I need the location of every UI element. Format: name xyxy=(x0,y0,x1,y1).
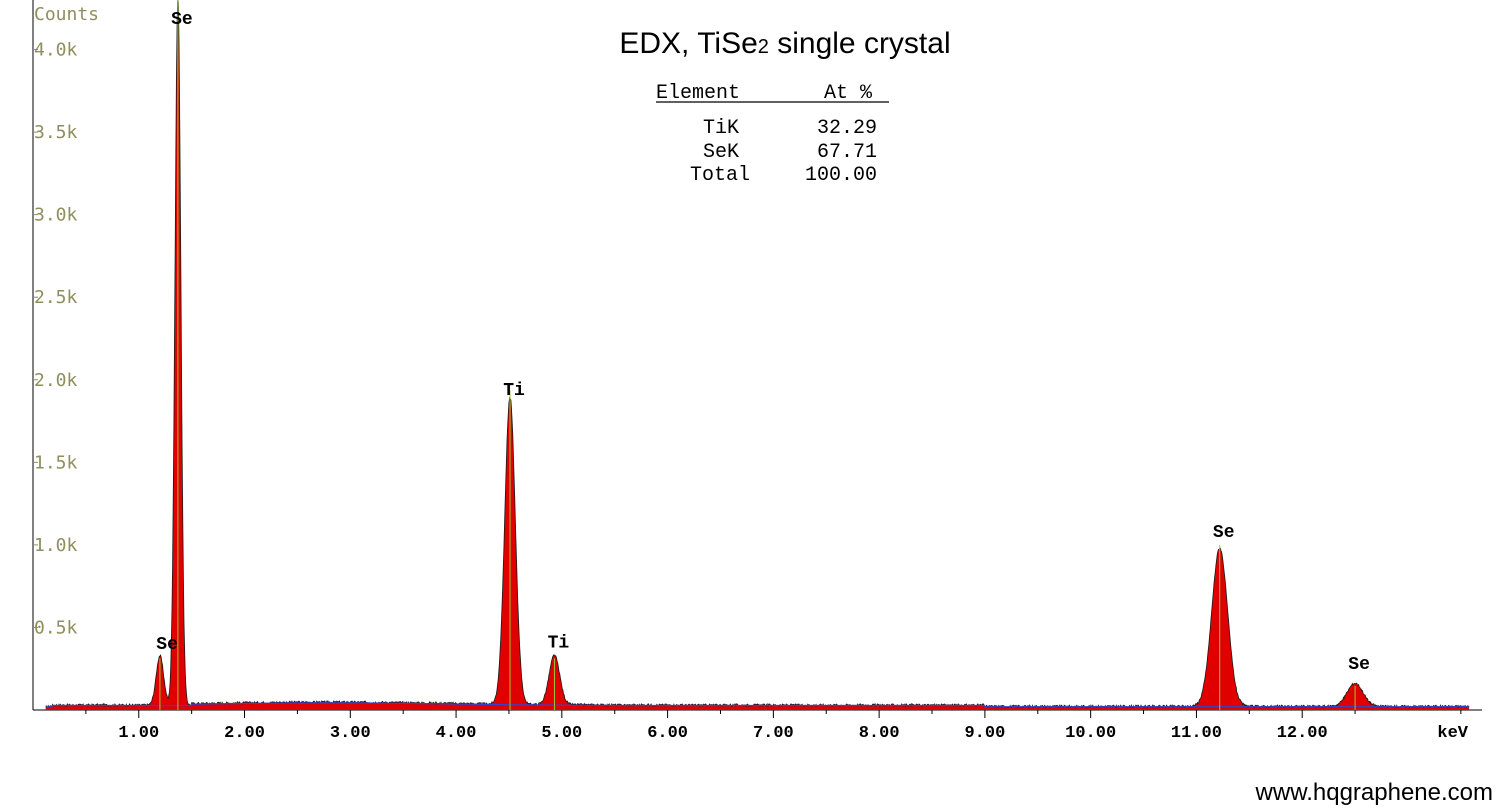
peak-label: Se xyxy=(171,10,193,30)
x-axis-unit: keV xyxy=(1437,724,1468,743)
y-tick-label: 2.5k xyxy=(34,287,78,308)
y-tick-label: 1.5k xyxy=(34,452,78,473)
spectrum-outline xyxy=(45,0,1470,709)
y-tick-label: 4.0k xyxy=(34,40,78,61)
x-tick-label: 1.00 xyxy=(118,724,159,743)
y-tick-label: 1.0k xyxy=(34,535,78,556)
chart-title-prefix: EDX, TiSe xyxy=(619,27,757,60)
table-header-at-percent: At % xyxy=(824,82,873,105)
table-header-element: Element xyxy=(656,82,740,105)
x-tick-label: 7.00 xyxy=(753,724,794,743)
table-row-value: 32.29 xyxy=(817,117,877,140)
peak-markers xyxy=(159,0,1356,710)
y-tick-label: 2.0k xyxy=(34,370,78,391)
x-tick-label: 12.00 xyxy=(1277,724,1328,743)
table-row-element: TiK xyxy=(703,117,739,140)
table-row-element: Total xyxy=(690,164,750,187)
peak-label: Se xyxy=(1348,655,1370,675)
spectrum-series xyxy=(45,0,1470,710)
x-tick-label: 10.00 xyxy=(1065,724,1116,743)
spectrum-fill xyxy=(45,0,1470,710)
y-tick-label: 3.0k xyxy=(34,205,78,226)
x-tick-label: 8.00 xyxy=(859,724,900,743)
x-tick-label: 6.00 xyxy=(647,724,688,743)
y-tick-label: 3.5k xyxy=(34,122,78,143)
peak-label: Se xyxy=(156,635,178,655)
y-tick-label: 0.5k xyxy=(34,617,78,638)
x-tick-label: 9.00 xyxy=(964,724,1005,743)
peak-label: Se xyxy=(1213,523,1235,543)
x-tick-label: 5.00 xyxy=(541,724,582,743)
x-tick-label: 2.00 xyxy=(224,724,265,743)
x-tick-label: 11.00 xyxy=(1171,724,1222,743)
x-tick-labels: 1.00 2.00 3.00 4.00 5.00 6.00 7.00 8.00 9.00 10.0… xyxy=(85,710,1462,743)
peak-label: Ti xyxy=(548,634,570,654)
table-row-value: 100.00 xyxy=(805,164,877,187)
website-watermark: www.hqgraphene.com xyxy=(1255,779,1493,806)
x-tick-label: 3.00 xyxy=(330,724,371,743)
background-fit-line xyxy=(45,702,1470,708)
chart-title: EDX, TiSe2 single crystal xyxy=(619,27,950,60)
peak-label: Ti xyxy=(503,381,525,401)
x-tick-label: 4.00 xyxy=(436,724,477,743)
y-axis-label: Counts xyxy=(34,4,99,25)
table-row-element: SeK xyxy=(703,141,739,164)
chart-title-suffix: single crystal xyxy=(769,27,951,60)
table-row-value: 67.71 xyxy=(817,141,877,164)
chart-title-subscript: 2 xyxy=(758,36,769,58)
y-tick-labels: 0.5k 1.0k 1.5k 2.0k 2.5k 3.0k 3.5k 4.0k xyxy=(33,40,78,638)
results-table: Element At % TiK 32.29 SeK 67.71 Total 1… xyxy=(656,82,889,187)
peak-labels: Se Se Ti Ti Se Se xyxy=(156,10,1370,675)
